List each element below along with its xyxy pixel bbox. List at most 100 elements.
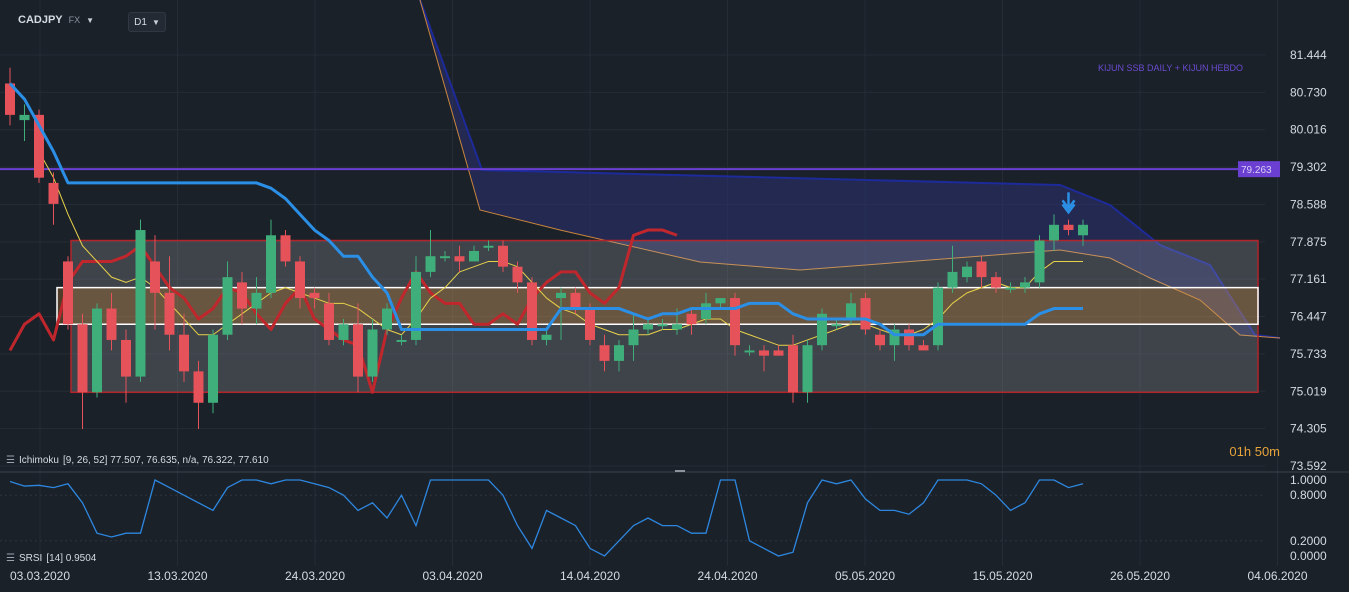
candle-body bbox=[19, 114, 30, 121]
candle bbox=[454, 245, 465, 272]
candle-body bbox=[440, 256, 450, 259]
candle-body bbox=[773, 350, 784, 356]
candle bbox=[904, 324, 914, 351]
candle-body bbox=[585, 308, 595, 340]
candle-body bbox=[92, 308, 102, 393]
chevron-down-icon: ▼ bbox=[151, 17, 160, 27]
candle bbox=[788, 334, 798, 403]
candle bbox=[889, 324, 900, 361]
candle bbox=[338, 319, 349, 346]
symbol-header[interactable]: CADJPY FX ▼ bbox=[18, 14, 94, 26]
candle bbox=[715, 298, 726, 309]
candle bbox=[440, 250, 450, 262]
candle-body bbox=[1020, 282, 1030, 288]
candle-body bbox=[280, 235, 291, 262]
date-axis: 03.03.2020 13.03.2020 24.03.2020 03.04.2020… bbox=[10, 569, 1308, 583]
candle-body bbox=[77, 324, 88, 393]
price-tick-label: 81.444 bbox=[1290, 48, 1327, 62]
candle-body bbox=[367, 329, 378, 377]
menu-icon[interactable]: ☰ bbox=[6, 455, 15, 466]
candle bbox=[730, 292, 740, 356]
candle bbox=[266, 219, 276, 299]
candle bbox=[48, 172, 59, 225]
candle bbox=[802, 339, 813, 403]
candle-body bbox=[324, 303, 334, 340]
candle bbox=[918, 339, 929, 351]
candle bbox=[222, 261, 233, 340]
candle-body bbox=[63, 261, 73, 325]
candle bbox=[686, 308, 697, 335]
candle-body bbox=[135, 230, 146, 377]
candle bbox=[875, 329, 885, 351]
candle bbox=[469, 245, 479, 262]
chevron-down-icon[interactable]: ▼ bbox=[86, 15, 95, 25]
candle-body bbox=[382, 308, 392, 330]
candle-body bbox=[672, 324, 682, 330]
candle bbox=[1078, 219, 1088, 246]
candle-body bbox=[918, 345, 929, 351]
price-tick-label: 80.016 bbox=[1290, 123, 1327, 137]
candle bbox=[744, 345, 755, 356]
candle bbox=[991, 271, 1001, 293]
candle-body bbox=[947, 271, 958, 288]
candle bbox=[947, 245, 958, 293]
candle bbox=[585, 303, 595, 346]
candle bbox=[63, 256, 73, 330]
candle bbox=[237, 271, 247, 325]
candle bbox=[121, 329, 131, 403]
price-axis: 81.444 80.730 80.016 79.302 78.588 77.875 77.1… bbox=[1290, 48, 1327, 473]
candle bbox=[483, 240, 494, 251]
date-tick-label: 24.04.2020 bbox=[697, 569, 757, 583]
down-arrow-icon bbox=[1061, 192, 1076, 215]
candle-body bbox=[802, 345, 813, 393]
candle bbox=[773, 345, 784, 356]
srsi-tick-label: 0.0000 bbox=[1290, 549, 1327, 563]
candle bbox=[860, 292, 871, 335]
candle-body bbox=[643, 324, 653, 330]
candle-body bbox=[338, 324, 349, 340]
symbol-name: CADJPY bbox=[18, 14, 63, 26]
candle-body bbox=[1034, 240, 1045, 283]
candle-body bbox=[34, 114, 44, 178]
date-tick-label: 03.03.2020 bbox=[10, 569, 70, 583]
market-tag: FX bbox=[68, 15, 81, 25]
srsi-label: SRSI bbox=[18, 553, 43, 564]
down-arrow-head bbox=[1061, 199, 1076, 211]
candle-body bbox=[556, 292, 566, 299]
candle-body bbox=[976, 261, 987, 278]
candle bbox=[1063, 219, 1074, 236]
candle bbox=[309, 287, 320, 309]
srsi-tick-label: 1.0000 bbox=[1290, 473, 1327, 487]
date-tick-label: 24.03.2020 bbox=[285, 569, 345, 583]
ichimoku-label: Ichimoku bbox=[18, 455, 59, 466]
price-tick-label: 76.447 bbox=[1290, 310, 1327, 324]
ichimoku-values: [9, 26, 52] 77.507, 76.635, n/a, 76.322,… bbox=[62, 455, 269, 466]
menu-icon[interactable]: ☰ bbox=[6, 553, 15, 564]
timeframe-selector[interactable]: D1 ▼ bbox=[128, 12, 166, 32]
candle bbox=[150, 235, 160, 330]
candle-body bbox=[237, 282, 247, 309]
pane-resize-handle bbox=[675, 470, 685, 472]
candle-body bbox=[309, 292, 320, 299]
candle-body bbox=[512, 266, 523, 283]
candle bbox=[353, 303, 363, 393]
candle bbox=[628, 313, 639, 361]
srsi-legend[interactable]: ☰ SRSI [14] 0.9504 bbox=[6, 553, 96, 564]
candle bbox=[599, 334, 610, 372]
ichimoku-legend[interactable]: ☰ Ichimoku [9, 26, 52] 77.507, 76.635, n… bbox=[6, 455, 269, 466]
candle-body bbox=[860, 298, 871, 330]
candle-body bbox=[570, 292, 581, 309]
candle bbox=[425, 230, 436, 278]
candle-body bbox=[599, 345, 610, 361]
kijun-sen-line bbox=[8, 82, 1083, 337]
candle bbox=[962, 261, 972, 283]
candle bbox=[1034, 235, 1045, 288]
candle-body bbox=[498, 245, 508, 267]
date-tick-label: 14.04.2020 bbox=[560, 569, 620, 583]
candle-body bbox=[295, 261, 305, 299]
candle-timer: 01h 50m bbox=[1229, 444, 1280, 459]
candle bbox=[396, 334, 407, 346]
candle-body bbox=[1063, 224, 1074, 231]
price-tick-label: 79.302 bbox=[1290, 160, 1327, 174]
